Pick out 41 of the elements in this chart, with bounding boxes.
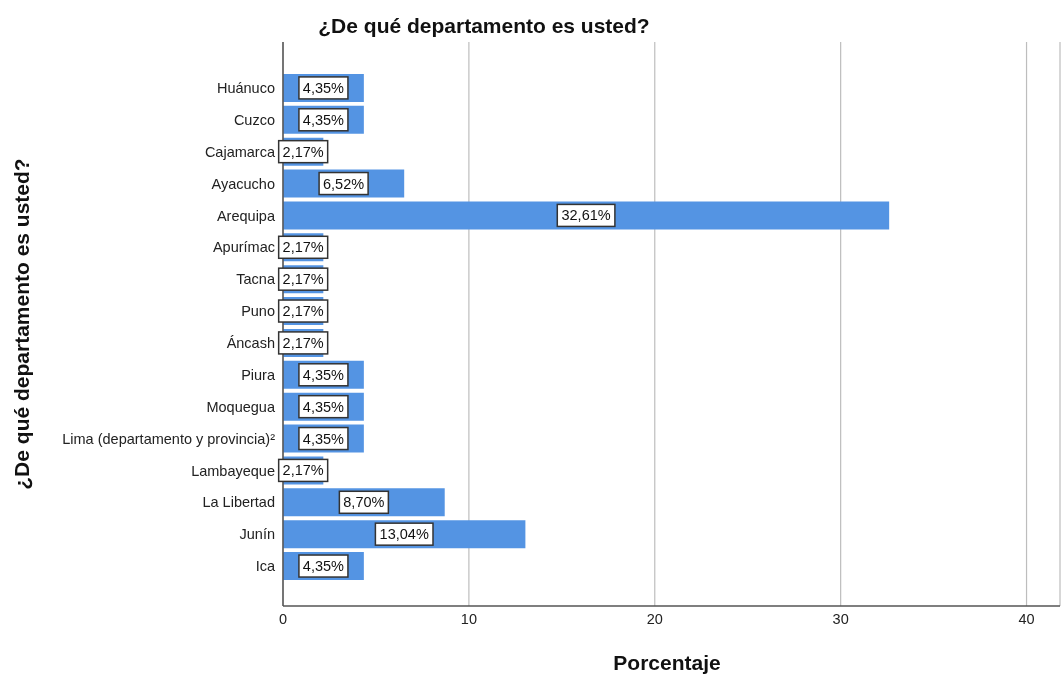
y-tick-label: Ayacucho xyxy=(211,175,275,192)
y-tick-label: Huánuco xyxy=(216,80,275,97)
data-label: 4,35% xyxy=(302,398,345,415)
y-tick-label: Lima (departamento y provincia)² xyxy=(62,430,276,447)
data-label: 4,35% xyxy=(302,366,345,383)
y-tick-label: Moquegua xyxy=(206,398,276,415)
data-label: 2,17% xyxy=(282,271,324,288)
x-tick-label: 10 xyxy=(460,611,477,628)
data-label: 2,17% xyxy=(282,143,324,160)
y-tick-label: Junín xyxy=(239,526,275,543)
x-tick-label: 40 xyxy=(1018,611,1035,628)
y-tick-label: Cuzco xyxy=(233,111,275,128)
y-axis-title: ¿De qué departamento es usted? xyxy=(10,158,34,490)
data-label: 4,35% xyxy=(302,79,345,96)
data-label: 4,35% xyxy=(302,111,345,128)
data-label: 4,35% xyxy=(302,558,345,575)
bar xyxy=(283,201,890,230)
data-label: 4,35% xyxy=(302,430,345,447)
data-label: 2,17% xyxy=(282,303,324,320)
data-label: 6,52% xyxy=(323,175,365,192)
data-label: 2,17% xyxy=(282,462,324,479)
data-label: 2,17% xyxy=(282,334,324,351)
x-axis-title: Porcentaje xyxy=(613,651,721,675)
y-tick-label: Piura xyxy=(241,366,276,383)
data-label: 32,61% xyxy=(561,207,611,224)
chart-title: ¿De qué departamento es usted? xyxy=(318,14,650,38)
y-tick-label: Arequipa xyxy=(216,207,276,224)
y-tick-label: Puno xyxy=(241,303,275,320)
y-tick-label: Ica xyxy=(255,558,276,575)
data-label: 8,70% xyxy=(343,494,385,511)
y-tick-label: Lambayeque xyxy=(191,462,275,479)
x-tick-label: 0 xyxy=(278,611,288,628)
data-label: 2,17% xyxy=(282,239,324,256)
x-tick-label: 30 xyxy=(832,611,849,628)
y-tick-label: Cajamarca xyxy=(204,143,276,160)
data-label: 13,04% xyxy=(379,526,429,543)
y-tick-label: Áncash xyxy=(226,335,275,352)
y-tick-label: Apurímac xyxy=(212,239,275,256)
y-tick-label: Tacna xyxy=(236,271,276,288)
y-tick-label: La Libertad xyxy=(202,494,275,511)
x-tick-label: 20 xyxy=(646,611,663,628)
